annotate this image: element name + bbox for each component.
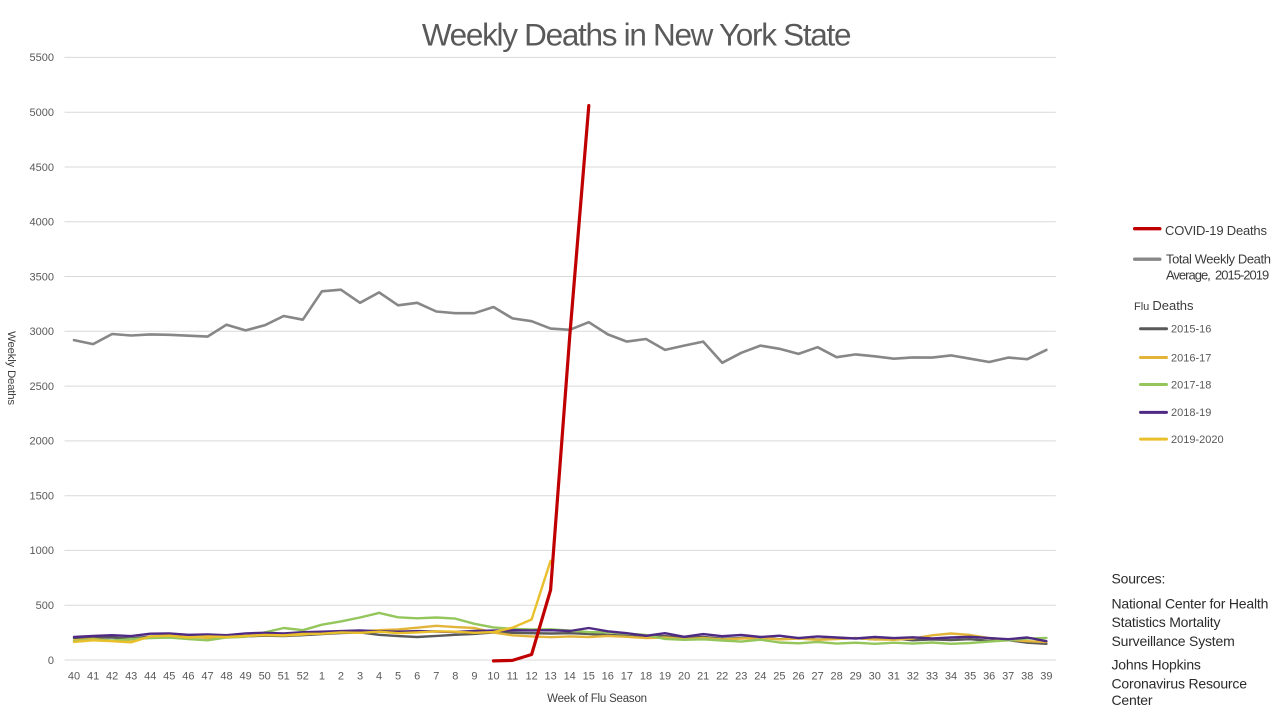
svg-text:24: 24 (754, 671, 766, 683)
svg-text:36: 36 (983, 671, 995, 683)
svg-text:27: 27 (811, 671, 823, 683)
svg-text:2016-17: 2016-17 (1171, 352, 1211, 364)
svg-text:3: 3 (357, 671, 363, 683)
svg-text:2017-18: 2017-18 (1171, 379, 1211, 391)
svg-text:4: 4 (376, 671, 382, 683)
svg-text:33: 33 (926, 671, 938, 683)
svg-text:25: 25 (773, 671, 785, 683)
svg-text:9: 9 (471, 671, 477, 683)
svg-text:10: 10 (487, 671, 499, 683)
svg-text:Coronavirus Resource: Coronavirus Resource (1112, 675, 1248, 691)
svg-text:8: 8 (452, 671, 458, 683)
svg-text:Week of Flu Season: Week of Flu Season (547, 693, 647, 705)
svg-text:12: 12 (525, 671, 537, 683)
svg-text:National Center for Health: National Center for Health (1112, 595, 1269, 611)
svg-text:1000: 1000 (30, 545, 54, 557)
svg-text:Statistics Mortality: Statistics Mortality (1112, 614, 1221, 630)
svg-text:1500: 1500 (30, 491, 54, 503)
svg-text:11: 11 (507, 671, 518, 683)
svg-text:2: 2 (338, 671, 344, 683)
svg-text:28: 28 (830, 671, 842, 683)
svg-text:3000: 3000 (30, 326, 54, 338)
svg-text:50: 50 (259, 671, 271, 683)
svg-text:500: 500 (36, 600, 54, 612)
svg-text:Average, 2015-2019: Average, 2015-2019 (1166, 268, 1269, 283)
svg-text:3500: 3500 (30, 271, 54, 283)
svg-text:13: 13 (544, 671, 556, 683)
svg-text:47: 47 (201, 671, 213, 683)
svg-text:Center: Center (1112, 692, 1153, 708)
svg-text:23: 23 (735, 671, 747, 683)
svg-text:14: 14 (564, 671, 576, 683)
svg-text:52: 52 (297, 671, 309, 683)
svg-text:2019-2020: 2019-2020 (1171, 434, 1224, 446)
svg-text:5000: 5000 (30, 107, 54, 119)
svg-text:Johns Hopkins: Johns Hopkins (1112, 657, 1201, 673)
svg-text:51: 51 (278, 671, 290, 683)
svg-text:5500: 5500 (30, 52, 54, 64)
svg-text:18: 18 (640, 671, 652, 683)
svg-text:15: 15 (583, 671, 595, 683)
svg-text:19: 19 (659, 671, 671, 683)
svg-text:37: 37 (1002, 671, 1014, 683)
svg-text:21: 21 (697, 671, 709, 683)
svg-text:2000: 2000 (30, 436, 54, 448)
svg-text:COVID-19 Deaths: COVID-19 Deaths (1165, 223, 1267, 238)
svg-text:Weekly Deaths: Weekly Deaths (5, 331, 17, 405)
svg-text:38: 38 (1021, 671, 1033, 683)
svg-text:2015-16: 2015-16 (1171, 324, 1211, 336)
svg-text:46: 46 (182, 671, 194, 683)
svg-text:Weekly Deaths in New York Stat: Weekly Deaths in New York State (422, 17, 851, 53)
svg-text:44: 44 (144, 671, 156, 683)
svg-text:41: 41 (87, 671, 99, 683)
svg-text:4000: 4000 (30, 217, 54, 229)
svg-text:40: 40 (68, 671, 80, 683)
svg-text:30: 30 (869, 671, 881, 683)
svg-text:42: 42 (106, 671, 118, 683)
svg-text:7: 7 (433, 671, 439, 683)
svg-text:Total Weekly Death: Total Weekly Death (1166, 252, 1271, 267)
svg-text:1: 1 (319, 671, 325, 683)
svg-text:34: 34 (945, 671, 957, 683)
svg-text:20: 20 (678, 671, 690, 683)
svg-text:22: 22 (716, 671, 728, 683)
svg-text:Surveillance System: Surveillance System (1112, 633, 1235, 649)
svg-text:39: 39 (1040, 671, 1052, 683)
svg-text:0: 0 (48, 655, 54, 667)
svg-text:31: 31 (888, 671, 900, 683)
svg-text:43: 43 (125, 671, 137, 683)
svg-text:Flu Deaths: Flu Deaths (1134, 298, 1194, 313)
svg-text:29: 29 (850, 671, 862, 683)
svg-text:45: 45 (163, 671, 175, 683)
svg-text:Sources:: Sources: (1112, 571, 1166, 587)
svg-text:48: 48 (220, 671, 232, 683)
svg-text:4500: 4500 (30, 162, 54, 174)
svg-text:5: 5 (395, 671, 401, 683)
svg-text:16: 16 (602, 671, 614, 683)
svg-text:26: 26 (792, 671, 804, 683)
svg-text:35: 35 (964, 671, 976, 683)
svg-text:6: 6 (414, 671, 420, 683)
svg-text:49: 49 (239, 671, 251, 683)
svg-text:17: 17 (621, 671, 633, 683)
svg-text:2500: 2500 (30, 381, 54, 393)
svg-text:32: 32 (907, 671, 919, 683)
svg-text:2018-19: 2018-19 (1171, 407, 1211, 419)
